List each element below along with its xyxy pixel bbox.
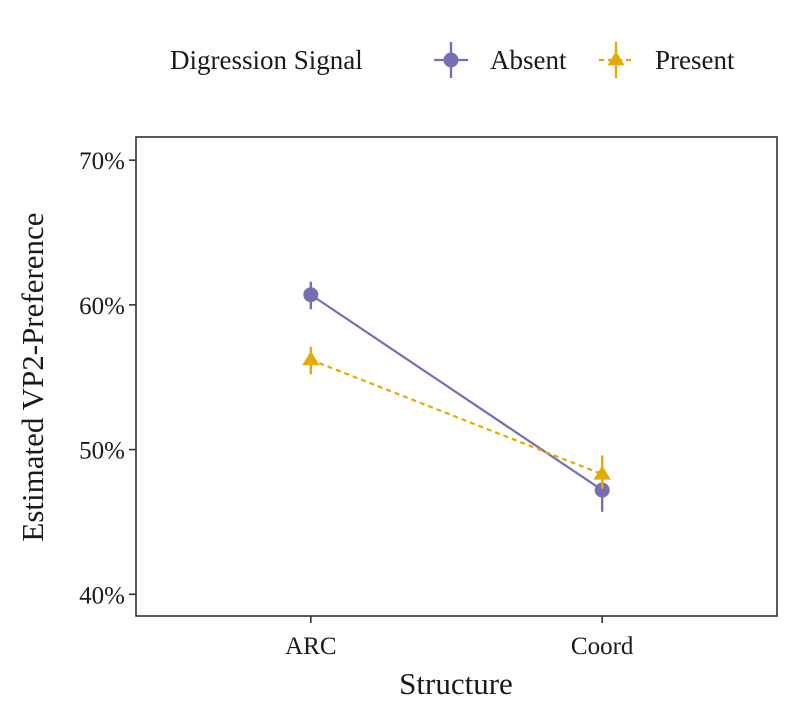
series-present xyxy=(302,346,611,489)
y-tick-label: 50% xyxy=(79,438,125,465)
legend-marker xyxy=(607,51,625,66)
data-point xyxy=(302,351,320,366)
series-line xyxy=(310,293,603,492)
legend: Digression Signal Absent Present xyxy=(170,42,735,78)
series-layer xyxy=(302,281,611,512)
x-axis-title: Structure xyxy=(399,666,513,701)
series-line xyxy=(310,358,603,476)
legend-item-present: Present xyxy=(599,42,735,78)
data-point xyxy=(594,482,610,498)
y-tick-label: 70% xyxy=(79,148,125,175)
y-tick-label: 40% xyxy=(79,582,125,609)
plot-panel xyxy=(135,136,778,617)
legend-marker xyxy=(443,52,459,68)
x-tick-label: Coord xyxy=(571,633,634,660)
data-point xyxy=(303,287,319,303)
data-point xyxy=(593,465,611,480)
x-axis: ARC Coord xyxy=(285,616,634,660)
legend-label: Absent xyxy=(490,45,567,75)
legend-item-absent: Absent xyxy=(434,42,567,78)
legend-label: Present xyxy=(655,45,735,75)
y-axis-title: Estimated VP2-Preference xyxy=(15,212,50,541)
legend-title: Digression Signal xyxy=(170,45,363,75)
y-axis: 40% 50% 60% 70% xyxy=(79,148,136,609)
x-tick-label: ARC xyxy=(285,633,336,660)
y-tick-label: 60% xyxy=(79,293,125,320)
